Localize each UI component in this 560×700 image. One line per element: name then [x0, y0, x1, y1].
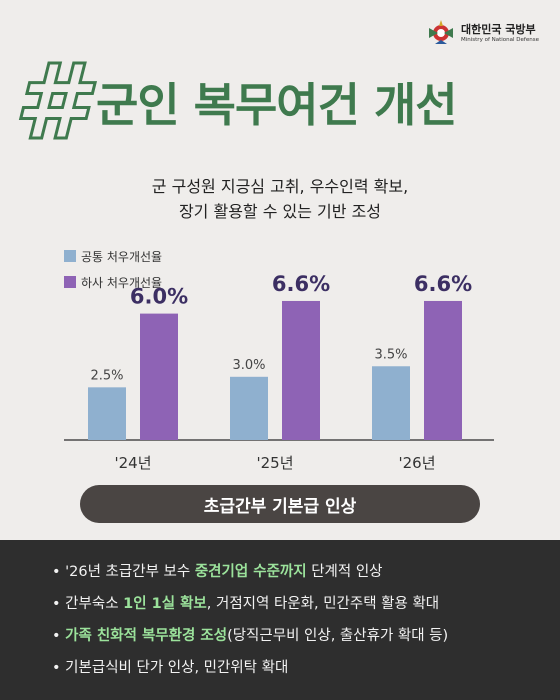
bullet-text-pre: 간부숙소	[65, 596, 124, 612]
x-tick-label: '25년	[256, 454, 293, 472]
data-label-sergeant: 6.0%	[130, 285, 188, 309]
data-label-common: 3.5%	[374, 347, 407, 362]
hash-symbol: #	[12, 41, 87, 163]
bar-chart: 2.5% 6.0% '24년 3.0% 6.6% '25년 3.5% 6.6% '26년	[64, 272, 494, 472]
legend-swatch-sergeant	[64, 276, 76, 288]
logo-english-text: Ministry of National Defense	[461, 36, 539, 43]
logo-korean-text: 대한민국 국방부	[461, 22, 536, 36]
bullet-text-pre: '26년 초급간부 보수	[65, 564, 195, 580]
bullet-text-highlight: 1인 1실 확보	[123, 596, 207, 612]
bar-sergeant	[282, 300, 320, 440]
bullet-item: • 기본급식비 단가 인상, 민간위탁 확대	[52, 658, 288, 678]
base-pay-raise-pill: 초급간부 기본급 인상	[80, 485, 480, 523]
bullet-text-post: , 거점지역 타운화, 민간주택 활용 확대	[206, 596, 440, 612]
bar-sergeant	[424, 300, 462, 440]
data-label-sergeant: 6.6%	[414, 272, 472, 296]
bullet-marker: •	[52, 628, 61, 644]
legend-swatch-common	[64, 250, 76, 262]
bullet-text-post: (당직근무비 인상, 출산휴가 확대 등)	[227, 628, 449, 644]
chart-legend: 공통 처우개선율 하사 처우개선율	[64, 246, 162, 298]
legend-label-sergeant: 하사 처우개선율	[81, 275, 163, 290]
mnd-emblem-icon	[429, 20, 453, 44]
bar-sergeant	[140, 313, 178, 440]
bullet-panel: • '26년 초급간부 보수 중견기업 수준까지 단계적 인상 • 간부숙소 1…	[0, 540, 560, 700]
bullet-text-highlight: 가족 친화적 복무환경 조성	[65, 628, 228, 644]
bullet-text-highlight: 중견기업 수준까지	[194, 564, 307, 580]
x-tick-label: '26년	[398, 454, 435, 472]
bullet-marker: •	[52, 596, 61, 612]
ministry-logo: 대한민국 국방부 Ministry of National Defense	[426, 18, 539, 48]
x-tick-label: '24년	[114, 454, 151, 472]
bullet-text-post: 단계적 인상	[306, 564, 383, 580]
legend-item-common: 공통 처우개선율	[64, 246, 162, 266]
bar-common	[372, 366, 410, 440]
legend-label-common: 공통 처우개선율	[81, 249, 163, 264]
bullet-marker: •	[52, 564, 61, 580]
bullet-item: • 간부숙소 1인 1실 확보, 거점지역 타운화, 민간주택 활용 확대	[52, 594, 439, 614]
page-title: 군인 복무여건 개선	[96, 78, 458, 132]
data-label-common: 3.0%	[232, 358, 265, 373]
bullet-item: • '26년 초급간부 보수 중견기업 수준까지 단계적 인상	[52, 562, 383, 582]
bullet-item: • 가족 친화적 복무환경 조성(당직근무비 인상, 출산휴가 확대 등)	[52, 626, 448, 646]
subtitle-line-1: 군 구성원 지긍심 고취, 우수인력 확보,	[151, 177, 409, 196]
bar-common	[230, 376, 268, 440]
data-label-common: 2.5%	[90, 368, 123, 383]
bullet-marker: •	[52, 660, 61, 676]
data-label-sergeant: 6.6%	[272, 272, 330, 296]
bar-common	[88, 387, 126, 440]
bullet-text-pre: 기본급식비 단가 인상, 민간위탁 확대	[65, 660, 289, 676]
legend-item-sergeant: 하사 처우개선율	[64, 272, 162, 292]
subtitle-line-2: 장기 활용할 수 있는 기반 조성	[178, 202, 382, 221]
